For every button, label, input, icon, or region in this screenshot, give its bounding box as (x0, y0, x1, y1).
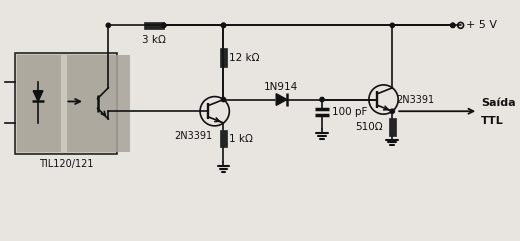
Text: 510Ω: 510Ω (355, 122, 383, 132)
Text: 100 pF: 100 pF (332, 107, 367, 117)
Text: 3 kΩ: 3 kΩ (142, 35, 166, 45)
Circle shape (162, 23, 166, 27)
Circle shape (106, 23, 110, 27)
Bar (389, 118, 396, 136)
Text: 12 kΩ: 12 kΩ (229, 53, 260, 63)
Circle shape (451, 23, 455, 27)
Text: + 5 V: + 5 V (465, 20, 497, 30)
Bar (220, 48, 227, 67)
Bar (145, 22, 164, 29)
Text: 2N3391: 2N3391 (396, 94, 434, 105)
Bar (220, 130, 227, 147)
Circle shape (320, 97, 324, 102)
Text: 2N3391: 2N3391 (174, 131, 212, 141)
Circle shape (451, 23, 455, 27)
Circle shape (222, 23, 226, 27)
Bar (17, 55, 60, 152)
Circle shape (222, 23, 226, 27)
Polygon shape (276, 94, 287, 105)
Text: TTL: TTL (481, 116, 504, 126)
Polygon shape (33, 91, 43, 101)
Bar (67, 55, 130, 152)
Text: 1 kΩ: 1 kΩ (229, 134, 253, 144)
Text: Saída: Saída (481, 98, 516, 108)
Circle shape (390, 109, 395, 113)
Text: TIL120/121: TIL120/121 (39, 159, 94, 169)
Circle shape (222, 97, 226, 102)
Circle shape (390, 23, 395, 27)
Bar (15, 53, 117, 154)
Text: 1N914: 1N914 (264, 82, 298, 92)
